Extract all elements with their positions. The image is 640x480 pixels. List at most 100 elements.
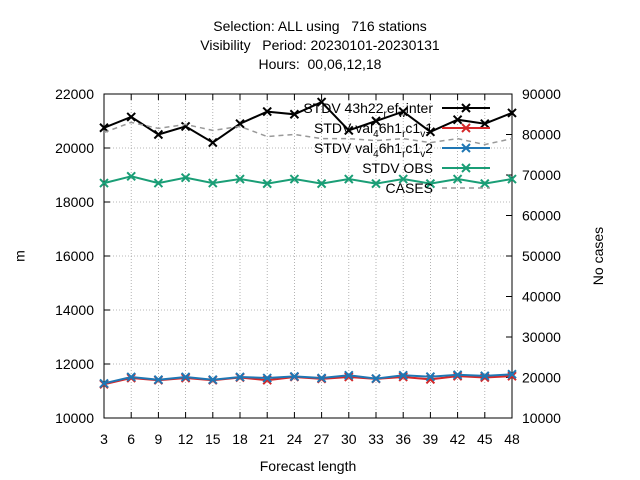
- series-point-2: [99, 378, 109, 389]
- series-point-0: [153, 129, 164, 140]
- series-point-3: [262, 178, 272, 189]
- y2-axis-label: No cases: [590, 227, 606, 285]
- series-point-0: [507, 108, 517, 118]
- y2-tick-label: 80000: [522, 127, 561, 143]
- series-point-0: [289, 109, 300, 119]
- y-tick-label: 22000: [55, 86, 94, 102]
- chart-title-line-1: Selection: ALL using 716 stations: [213, 18, 427, 34]
- x-axis-label: Forecast length: [260, 458, 357, 474]
- x-tick-label: 24: [287, 431, 303, 447]
- x-tick-label: 6: [127, 431, 135, 447]
- y-tick-label: 20000: [55, 140, 94, 156]
- series-point-2: [289, 371, 300, 382]
- y2-tick-label: 50000: [522, 248, 561, 264]
- series-point-0: [398, 106, 408, 117]
- x-tick-label: 3: [100, 431, 108, 447]
- series-point-3: [208, 178, 218, 188]
- x-tick-label: 36: [395, 431, 411, 447]
- y2-tick-label: 90000: [522, 86, 561, 102]
- legend-marker-1: [461, 123, 471, 133]
- series-point-2: [235, 372, 245, 382]
- series-point-0: [262, 106, 272, 117]
- legend-label-4: CASES: [386, 180, 433, 196]
- y-tick-label: 18000: [55, 194, 94, 210]
- series-point-3: [289, 174, 300, 184]
- series-point-2: [180, 372, 191, 382]
- legend-marker-0: [461, 103, 471, 113]
- y2-tick-label: 60000: [522, 208, 561, 224]
- chart-title-line-2: Visibility Period: 20230101-20230131: [200, 37, 440, 53]
- y2-tick-label: 30000: [522, 329, 561, 345]
- series-point-3: [398, 174, 408, 184]
- series-point-2: [452, 370, 463, 380]
- x-tick-label: 30: [341, 431, 357, 447]
- legend-label-3: STDV OBS: [362, 160, 433, 176]
- series-point-0: [99, 123, 109, 133]
- series-point-3: [153, 178, 164, 188]
- series-point-2: [371, 373, 381, 384]
- x-tick-label: 48: [504, 431, 520, 447]
- x-tick-label: 33: [368, 431, 384, 447]
- series-point-2: [507, 369, 517, 379]
- y-tick-label: 12000: [55, 356, 94, 372]
- series-point-3: [371, 178, 381, 189]
- series-point-0: [371, 116, 381, 126]
- series-point-2: [344, 370, 354, 381]
- series-line-4: [103, 121, 513, 146]
- series-point-1: [344, 372, 354, 382]
- y2-tick-label: 20000: [522, 370, 561, 386]
- series-point-2: [480, 371, 490, 381]
- series-point-3: [425, 178, 436, 189]
- x-tick-label: 42: [450, 431, 466, 447]
- legend-label-2: STDV val46h1rc1v2: [314, 140, 433, 160]
- x-tick-label: 9: [155, 431, 163, 447]
- series-point-3: [99, 178, 109, 188]
- series-point-0: [180, 121, 191, 132]
- series-point-3: [507, 174, 517, 184]
- y-axis-label: m: [12, 250, 28, 262]
- series-point-0: [480, 118, 490, 129]
- series-point-0: [425, 127, 436, 137]
- series-point-0: [452, 114, 463, 125]
- x-tick-label: 15: [205, 431, 221, 447]
- series-point-3: [452, 174, 463, 184]
- chart-title-line-3: Hours: 00,06,12,18: [258, 56, 382, 72]
- x-tick-label: 45: [477, 431, 493, 447]
- x-tick-label: 39: [423, 431, 439, 447]
- y-tick-label: 16000: [55, 248, 94, 264]
- series-line-0: [103, 100, 513, 144]
- series-point-2: [262, 373, 272, 383]
- series-point-2: [208, 374, 218, 385]
- series-point-2: [153, 374, 164, 385]
- legend-marker-3: [461, 163, 471, 173]
- series-point-1: [398, 372, 408, 382]
- legend-label-1: STDV val46h1rc1v1: [314, 120, 433, 140]
- series-point-2: [126, 372, 136, 382]
- series-line-3: [103, 175, 513, 185]
- series-point-3: [126, 171, 136, 182]
- series-point-3: [235, 174, 245, 184]
- series-point-2: [398, 370, 408, 381]
- series-point-3: [180, 172, 191, 183]
- series-point-3: [480, 178, 490, 189]
- series-line-2: [103, 373, 513, 385]
- legend-marker-2: [461, 143, 471, 153]
- series-point-2: [425, 371, 436, 382]
- y-tick-label: 14000: [55, 302, 94, 318]
- y2-tick-label: 10000: [522, 410, 561, 426]
- x-tick-label: 12: [178, 431, 194, 447]
- y2-tick-label: 40000: [522, 289, 561, 305]
- series-point-3: [316, 178, 327, 189]
- series-point-0: [316, 97, 327, 107]
- x-tick-label: 21: [259, 431, 275, 447]
- series-point-0: [344, 125, 354, 136]
- y2-tick-label: 70000: [522, 167, 561, 183]
- y-tick-label: 10000: [55, 410, 94, 426]
- series-point-0: [208, 137, 218, 148]
- x-tick-label: 18: [232, 431, 248, 447]
- series-point-3: [344, 174, 354, 184]
- legend-label-0: STDV 43h22refwinter: [303, 100, 433, 120]
- series-point-0: [126, 112, 136, 122]
- x-tick-label: 27: [314, 431, 330, 447]
